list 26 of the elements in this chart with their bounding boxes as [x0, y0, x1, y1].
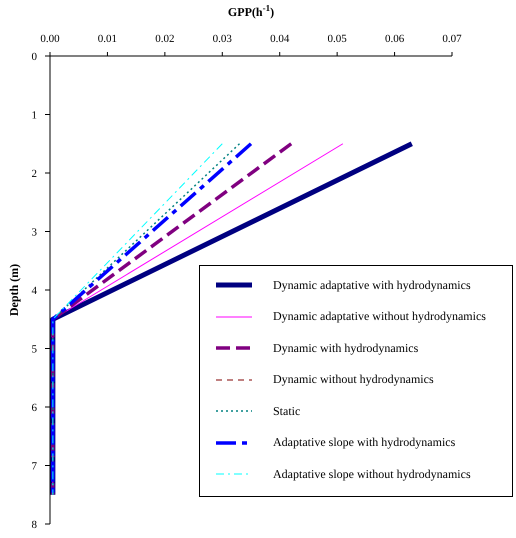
- y-axis-title: Depth (m): [7, 264, 21, 316]
- y-tick-label: 5: [32, 343, 38, 356]
- y-tick-label: 1: [32, 109, 37, 122]
- legend-label: Dynamic without hydrodynamics: [273, 372, 434, 388]
- y-tick-label: 0: [32, 50, 38, 63]
- x-tick-label: 0.07: [442, 33, 462, 45]
- legend-label: Static: [273, 404, 300, 419]
- y-tick-label: 8: [32, 518, 38, 531]
- y-tick-label: 7: [32, 460, 38, 472]
- x-tick-label: 0.02: [155, 33, 174, 45]
- x-tick-label: 0.01: [98, 33, 118, 45]
- y-tick-label: 3: [32, 226, 38, 238]
- x-tick-label: 0.04: [270, 33, 290, 45]
- x-tick-label: 0.03: [212, 33, 232, 45]
- y-tick-label: 2: [32, 168, 37, 180]
- y-tick-label: 4: [32, 284, 38, 297]
- y-tick-label: 6: [32, 402, 38, 414]
- x-axis-title: GPP(h$^{-1}$): [228, 3, 274, 19]
- legend-label: Adaptative slope with hydrodynamics: [273, 435, 456, 450]
- x-tick-label: 0.05: [328, 33, 348, 45]
- x-tick-label: 0.00: [40, 33, 60, 45]
- legend-label: Adaptative slope without hydrodynamics: [273, 466, 471, 482]
- legend-label: Dynamic adaptative with hydrodynamics: [273, 278, 471, 293]
- legend-label: Dynamic adaptative without hydrodynamics: [273, 309, 486, 324]
- x-tick-label: 0.06: [384, 33, 405, 45]
- legend-label: Dynamic with hydrodynamics: [273, 340, 418, 356]
